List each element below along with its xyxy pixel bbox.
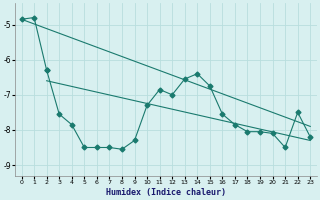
X-axis label: Humidex (Indice chaleur): Humidex (Indice chaleur) <box>106 188 226 197</box>
